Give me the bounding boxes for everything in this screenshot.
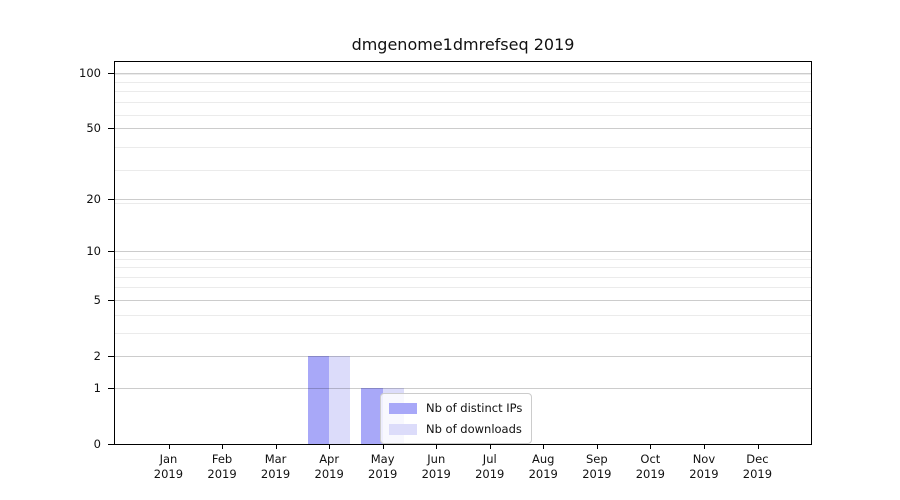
x-tick-label: Sep 2019	[582, 452, 612, 481]
x-tick-label: Jun 2019	[421, 452, 451, 481]
x-tick-mark	[757, 444, 759, 449]
x-tick-label: Apr 2019	[314, 452, 344, 481]
x-tick-mark	[650, 444, 652, 449]
legend-swatch-downloads	[389, 423, 417, 435]
y-tick-label: 20	[86, 192, 101, 206]
major-gridline	[115, 72, 811, 74]
x-tick-mark	[596, 444, 598, 449]
legend-swatch-distinct-ips	[389, 402, 417, 414]
x-tick-mark	[329, 444, 331, 449]
minor-gridline	[115, 82, 811, 83]
y-tick-label: 1	[93, 381, 101, 396]
x-tick-mark	[489, 444, 491, 449]
y-tick-label: 2	[93, 348, 101, 363]
bar	[329, 355, 351, 444]
bar	[307, 355, 330, 444]
x-tick-mark	[382, 444, 384, 449]
x-tick-label: Oct 2019	[635, 452, 665, 481]
major-gridline	[115, 299, 811, 301]
y-tick-mark	[108, 299, 114, 301]
major-gridline	[115, 199, 811, 200]
y-tick-mark	[108, 72, 114, 74]
x-tick-label: Aug 2019	[528, 452, 558, 481]
y-tick-label: 100	[79, 65, 101, 80]
plot-area: Dec 2019 Nov 2019 Oct 2019 Sep 2019 Aug 2019…	[79, 61, 812, 481]
bar	[361, 388, 383, 444]
x-tick-label: Jan 2019	[153, 452, 184, 481]
minor-gridline	[115, 267, 811, 269]
y-tick-label: 0	[93, 437, 101, 451]
minor-gridline	[115, 114, 811, 116]
y-tick-mark	[108, 388, 114, 390]
minor-gridline	[115, 332, 811, 334]
x-tick-label: Nov 2019	[689, 452, 719, 481]
x-tick-mark	[168, 444, 170, 449]
legend-item-downloads: Nb of downloads	[389, 420, 522, 438]
minor-gridline	[115, 170, 811, 172]
x-tick-mark	[436, 444, 438, 449]
minor-gridline	[115, 258, 811, 260]
x-tick-label: May 2019	[368, 452, 398, 481]
legend-label-distinct-ips: Nb of distinct IPs	[426, 401, 523, 415]
y-tick-mark	[108, 251, 114, 253]
legend-item-distinct-ips: Nb of distinct IPs	[389, 399, 522, 417]
y-tick-mark	[108, 199, 114, 200]
minor-gridline	[115, 276, 811, 278]
minor-gridline	[115, 314, 811, 316]
x-tick-mark	[543, 444, 545, 449]
x-tick-label: Mar 2019	[260, 452, 291, 481]
x-tick-label: Dec 2019	[742, 452, 773, 481]
x-tick-label: Jul 2019	[475, 452, 505, 481]
chart-title: dmgenome1dmrefseq 2019	[351, 35, 575, 54]
x-tick-mark	[275, 444, 277, 449]
minor-gridline	[115, 287, 811, 289]
minor-gridline	[115, 91, 811, 93]
minor-gridline	[115, 73, 811, 75]
y-tick-label: 50	[86, 120, 101, 135]
major-gridline	[115, 388, 811, 390]
legend: Nb of distinct IPs Nb of downloads	[380, 393, 533, 444]
y-tick-mark	[108, 355, 114, 357]
minor-gridline	[115, 147, 811, 149]
major-gridline	[115, 355, 811, 357]
y-tick-mark	[108, 444, 114, 445]
major-gridline	[115, 251, 811, 253]
minor-gridline	[115, 102, 811, 104]
legend-label-downloads: Nb of downloads	[426, 422, 522, 436]
major-gridline	[115, 127, 811, 129]
x-tick-mark	[704, 444, 705, 449]
y-tick-label: 5	[93, 292, 101, 307]
x-tick-mark	[222, 444, 223, 449]
y-tick-mark	[108, 127, 114, 129]
minor-gridline	[115, 203, 811, 204]
x-tick-label: Feb 2019	[207, 452, 237, 481]
y-tick-label: 10	[86, 244, 101, 259]
